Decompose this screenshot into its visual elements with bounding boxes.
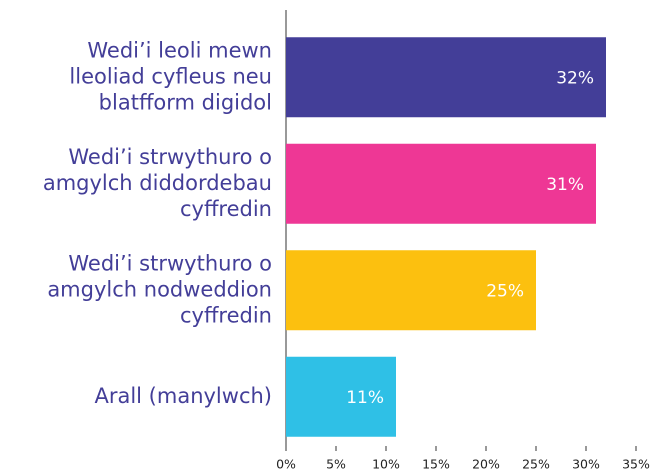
value-label: 31% [546,175,584,195]
category-label-line: Wedi’i leoli mewn [87,38,272,62]
bar [286,356,396,437]
bar [286,250,536,331]
category-label-line: amgylch diddordebau [43,171,272,195]
category-label-line: amgylch nodweddion [47,277,272,301]
category-label: Wedi’i strwythuro o amgylch diddordebau cy… [43,145,272,221]
value-label: 25% [486,281,524,301]
x-tick-label: 15% [422,457,450,472]
x-tick-label: 10% [372,457,400,472]
category-label: Arall (manylwch) [94,384,272,408]
category-label-line: lleoliad cyfleus neu [69,64,272,88]
category-label-line: Wedi’i strwythuro o [68,251,272,275]
x-tick-label: 35% [622,457,650,472]
category-label: Wedi’i strwythuro o amgylch nodweddion cyf… [47,251,272,327]
x-tick-label: 30% [572,457,600,472]
bar [286,143,596,224]
x-tick-label: 5% [326,457,346,472]
x-tick-label: 25% [522,457,550,472]
category-label-line: Wedi’i strwythuro o [68,145,272,169]
bar [286,37,606,118]
value-label: 32% [556,68,594,88]
value-label: 11% [346,388,384,408]
x-tick-label: 0% [276,457,296,472]
x-tick-label: 20% [472,457,500,472]
category-label-line: Arall (manylwch) [94,384,272,408]
category-label-line: cyffredin [180,303,272,327]
category-label-line: blatfform digidol [99,90,272,114]
category-label-line: cyffredin [180,197,272,221]
category-label: Wedi’i leoli mewn lleoliad cyfleus neu bla… [69,38,272,114]
